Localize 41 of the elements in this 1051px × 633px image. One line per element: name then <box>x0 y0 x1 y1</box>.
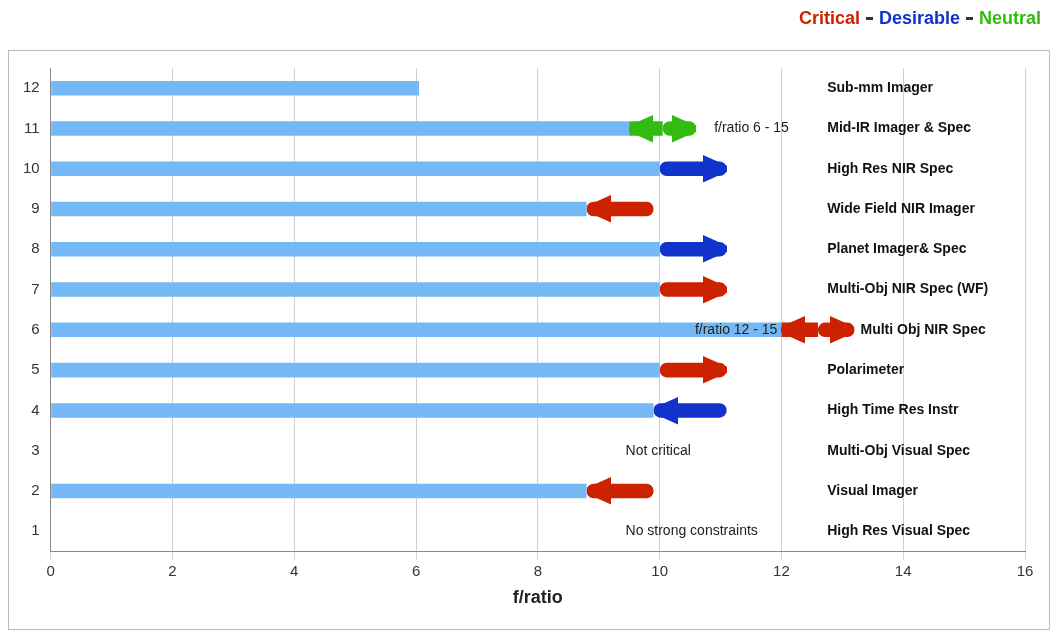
x-tick-label: 10 <box>651 561 668 579</box>
y-tick-label: 4 <box>31 400 40 418</box>
y-tick-label: 6 <box>31 319 40 337</box>
x-tick-label: 4 <box>290 561 299 579</box>
y-tick-label: 7 <box>31 279 40 297</box>
x-tick-label: 8 <box>533 561 543 579</box>
y-tick-label: 9 <box>31 199 40 217</box>
x-tick-label: 2 <box>168 561 177 579</box>
y2-tick-label: Wide Field NIR Imager <box>827 199 976 216</box>
y-tick-label: 2 <box>31 481 40 499</box>
y2-tick-label: Multi-Obj NIR Spec (WF) <box>827 280 989 297</box>
y-tick-label: 10 <box>23 158 40 176</box>
y2-tick-label: High Time Res Instr <box>827 401 959 418</box>
x-tick-label: 16 <box>1016 561 1034 579</box>
x-tick-label: 0 <box>46 561 55 579</box>
y-tick-label: 8 <box>31 239 40 257</box>
annotation: No strong constraints <box>625 522 758 539</box>
y2-tick-label: Planet Imager& Spec <box>827 240 967 257</box>
x-tick-label: 6 <box>411 561 421 579</box>
y-tick-label: 12 <box>23 78 40 96</box>
annotation: Not critical <box>625 441 691 458</box>
y2-tick-label: High Res Visual Spec <box>827 522 971 539</box>
annotation: f/ratio 12 - 15 <box>694 320 778 337</box>
y-tick-label: 11 <box>24 118 40 136</box>
y-tick-label: 3 <box>31 440 40 458</box>
x-tick-label: 14 <box>894 561 912 579</box>
y2-tick-label: Multi Obj NIR Spec <box>860 320 986 337</box>
y-tick-label: 1 <box>31 521 40 539</box>
y2-tick-label: Mid-IR Imager & Spec <box>827 119 972 136</box>
y2-tick-label: Visual Imager <box>827 481 919 498</box>
y2-tick-label: Multi-Obj Visual Spec <box>827 441 971 458</box>
y-tick-label: 5 <box>31 360 40 378</box>
y2-tick-label: Sub-mm Imager <box>827 79 934 95</box>
text: Critical <box>798 8 860 29</box>
x-axis-title: f/ratio <box>512 587 563 608</box>
text: Desirable <box>878 8 960 29</box>
y2-tick-label: Polarimeter <box>827 360 905 377</box>
text: Neutral <box>978 8 1041 29</box>
x-tick-label: 12 <box>773 561 790 579</box>
annotation: f/ratio 6 - 15 <box>714 119 790 136</box>
y2-tick-label: High Res NIR Spec <box>827 159 954 176</box>
